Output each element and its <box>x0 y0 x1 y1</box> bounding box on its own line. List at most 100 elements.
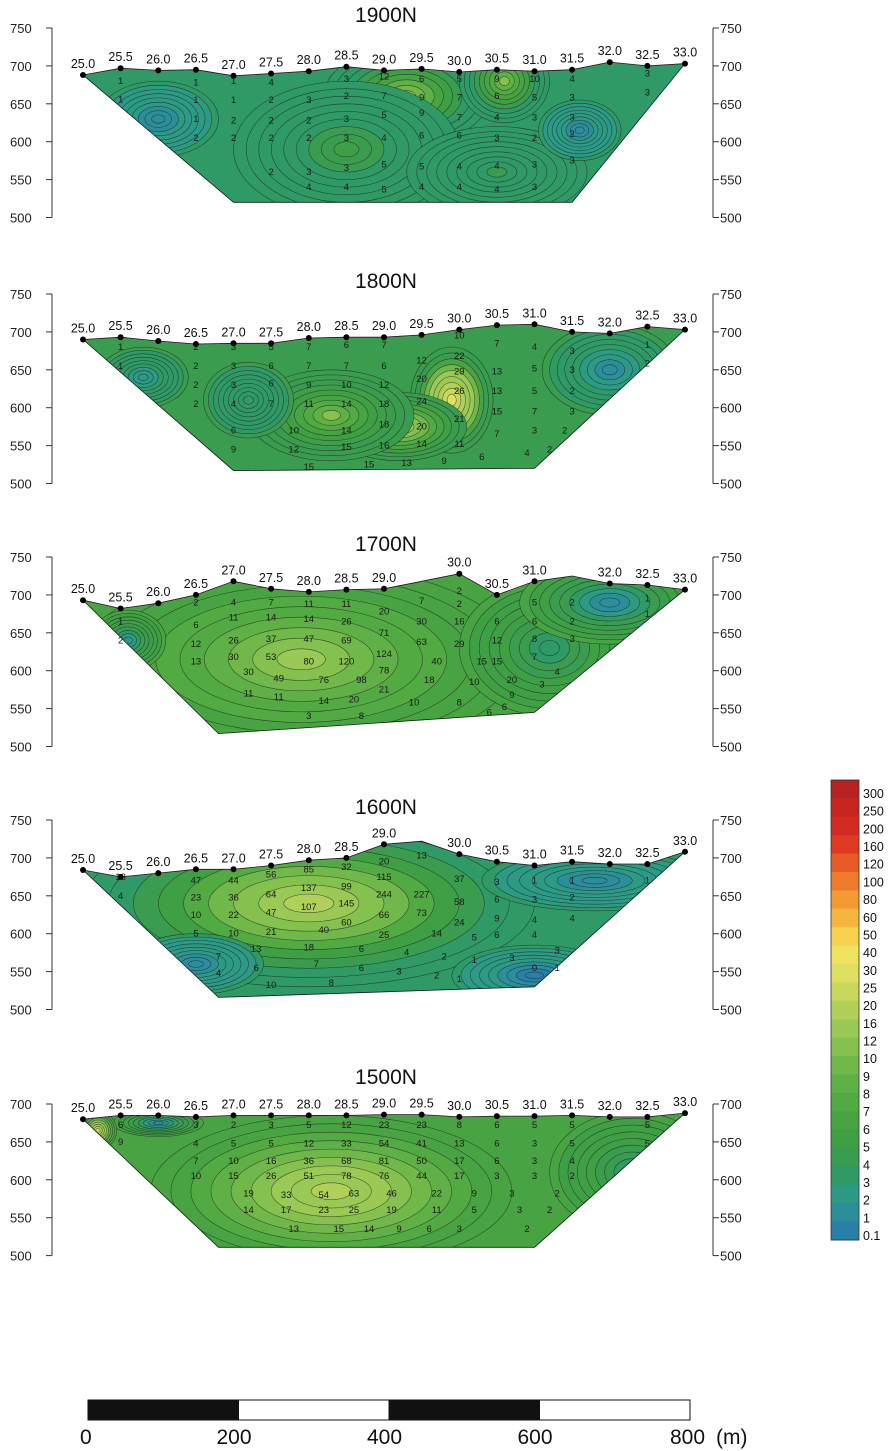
tick-label-left: 700 <box>10 588 32 603</box>
data-value: 2 <box>524 1224 529 1235</box>
station-label: 25.0 <box>71 852 95 866</box>
data-value: 124 <box>376 649 392 660</box>
data-value: 5 <box>532 386 537 397</box>
station-label: 31.5 <box>560 844 584 858</box>
data-value: 5 <box>532 1120 537 1131</box>
station-label: 31.5 <box>560 1097 584 1111</box>
tick-label-right: 500 <box>720 211 742 226</box>
section-fill <box>83 1113 685 1248</box>
data-value: 60 <box>341 917 352 928</box>
legend-label: 0.1 <box>863 1229 880 1243</box>
data-value: 6 <box>494 616 499 627</box>
data-value: 3 <box>532 1156 537 1167</box>
data-value: 29 <box>454 366 465 377</box>
data-value: 5 <box>532 93 537 104</box>
data-value: 63 <box>416 637 427 648</box>
data-value: 24 <box>416 397 427 408</box>
data-value: 33 <box>281 1190 292 1201</box>
tick-label-left: 750 <box>10 287 32 302</box>
anomaly-2 <box>150 1115 513 1248</box>
tick-label-right: 750 <box>720 287 742 302</box>
contour-band <box>95 1128 101 1133</box>
data-value: 4 <box>569 914 574 925</box>
station-label: 25.5 <box>108 591 132 605</box>
data-value: 2 <box>268 133 273 144</box>
tick-label-left: 700 <box>10 851 32 866</box>
data-value: 3 <box>509 1188 514 1199</box>
data-value: 2 <box>306 116 311 127</box>
station-label: 31.0 <box>522 563 546 577</box>
station-dot <box>644 861 651 867</box>
data-value: 2 <box>547 444 552 455</box>
data-value: 37 <box>454 874 465 885</box>
legend-swatch <box>831 1000 859 1020</box>
station-dot <box>569 858 576 865</box>
data-value: 5 <box>569 1120 574 1131</box>
data-value: 20 <box>349 695 360 706</box>
tick-label-right: 700 <box>720 325 742 340</box>
station-label: 25.0 <box>71 582 95 596</box>
station-dot <box>80 72 86 78</box>
legend-label: 7 <box>863 1105 870 1119</box>
data-value: 3 <box>569 407 574 418</box>
data-value: 19 <box>243 1188 254 1199</box>
station-dot <box>606 861 613 867</box>
station-dot <box>305 588 312 595</box>
data-value: 2 <box>193 361 198 372</box>
data-value: 14 <box>341 399 352 410</box>
data-value: 14 <box>266 613 277 624</box>
data-value: 5 <box>532 598 537 609</box>
data-value: 3 <box>231 380 236 391</box>
data-value: 15 <box>492 657 503 668</box>
station-label: 27.0 <box>221 851 245 865</box>
tick-label-left: 600 <box>10 1173 32 1188</box>
station-label: 32.5 <box>635 1099 659 1113</box>
data-value: 11 <box>341 599 351 610</box>
data-value: 6 <box>494 895 499 906</box>
station-label: 26.0 <box>146 323 170 337</box>
data-value: 23 <box>319 1205 330 1216</box>
data-value: 2 <box>569 616 574 627</box>
station-dot <box>682 326 688 333</box>
station-dot <box>192 1113 199 1120</box>
data-value: 10 <box>341 380 352 391</box>
station-label: 31.5 <box>560 314 584 328</box>
data-value: 6 <box>268 378 273 389</box>
contour-band <box>525 971 544 980</box>
data-value: 4 <box>532 930 537 941</box>
data-value: 13 <box>191 657 202 668</box>
station-label: 25.0 <box>71 322 95 336</box>
station-label: 31.0 <box>522 1098 546 1112</box>
station-dot <box>381 585 387 592</box>
data-value: 1 <box>645 340 650 351</box>
station-label: 28.5 <box>334 840 358 854</box>
section-1500n: 1500N 25.0 25.5 26.0 26.5 27.0 27.5 28.0 28.5 29.… <box>10 1066 742 1264</box>
data-value: 3 <box>532 112 537 123</box>
data-value: 4 <box>569 1156 574 1167</box>
data-value: 4 <box>524 448 529 459</box>
tick-label-right: 500 <box>720 740 742 755</box>
legend-label: 5 <box>863 1141 870 1155</box>
data-value: 0 <box>532 963 537 974</box>
tick-label-left: 550 <box>10 965 32 980</box>
data-value: 9 <box>494 74 499 85</box>
scale-segment <box>539 1399 691 1421</box>
station-dot <box>381 1111 387 1118</box>
data-value: 17 <box>281 1205 292 1216</box>
tick-label-right: 600 <box>720 927 742 942</box>
station-label: 31.0 <box>522 306 546 320</box>
section-outline <box>82 61 686 203</box>
data-value: 6 <box>381 361 386 372</box>
tick-label-right: 650 <box>720 889 742 904</box>
contour-band <box>137 373 149 382</box>
data-value: 2 <box>231 133 236 144</box>
station-label: 26.5 <box>184 326 208 340</box>
data-value: 13 <box>454 1138 465 1149</box>
legend-label: 9 <box>863 1070 870 1084</box>
legend-swatch <box>831 872 859 891</box>
station-label: 32.5 <box>635 846 659 860</box>
data-value: 1 <box>569 876 574 887</box>
anomaly-5 <box>481 850 685 912</box>
tick-label-left: 500 <box>10 1003 32 1018</box>
data-value: 2 <box>193 399 198 410</box>
